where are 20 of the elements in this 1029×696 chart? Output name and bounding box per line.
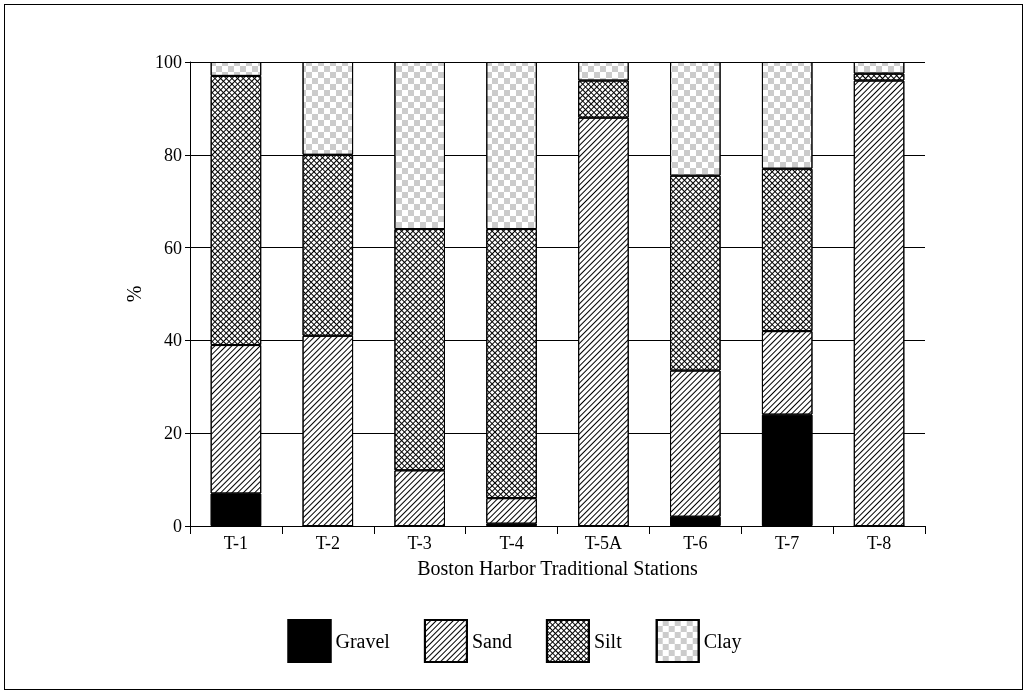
legend-label: Clay <box>703 630 742 653</box>
x-tick-label: T-5A <box>584 533 623 553</box>
x-tick-label: T-3 <box>407 533 432 553</box>
x-tick-label: T-8 <box>866 533 892 553</box>
y-axis-title: % <box>123 285 146 303</box>
x-tick-label: T-4 <box>499 533 524 553</box>
x-tick-label: T-7 <box>775 533 800 553</box>
x-axis-title: Boston Harbor Traditional Stations <box>417 557 698 579</box>
y-tick-label: 40 <box>164 330 182 351</box>
y-tick-label: 20 <box>164 423 182 444</box>
legend-label: Sand <box>471 630 512 652</box>
x-tick-label: T-2 <box>315 533 340 553</box>
y-tick-label: 60 <box>164 237 182 258</box>
y-tick-label: 80 <box>164 144 182 165</box>
x-tick-label: T-6 <box>683 533 708 553</box>
legend-label: Silt <box>593 630 623 652</box>
y-tick-label: 0 <box>173 516 182 536</box>
y-tick-label: 100 <box>155 52 182 72</box>
x-tick-label: T-1 <box>223 533 249 553</box>
legend-label: Gravel <box>335 630 391 652</box>
